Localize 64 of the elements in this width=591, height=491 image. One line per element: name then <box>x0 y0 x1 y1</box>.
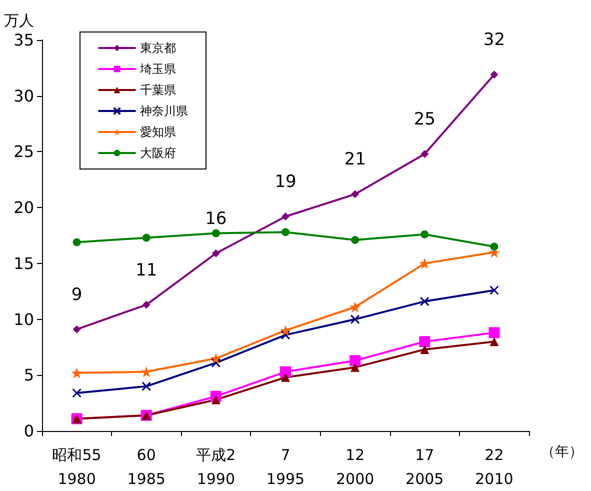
point <box>211 395 220 404</box>
point <box>280 366 291 378</box>
point <box>350 355 361 366</box>
point <box>72 325 81 334</box>
y-tick-label: 0 <box>24 422 34 440</box>
point <box>282 212 290 221</box>
data-label: 25 <box>414 109 436 130</box>
point <box>420 296 430 306</box>
data-label: 21 <box>344 150 366 170</box>
x-tick-label: 60 1985 <box>127 446 166 488</box>
y-tick-label: 10 <box>14 310 34 329</box>
x-tick-label: 17 2005 <box>406 446 444 488</box>
y-tick-label: 20 <box>14 198 34 218</box>
point <box>490 70 498 79</box>
point <box>281 372 290 382</box>
data-label: 16 <box>205 208 227 229</box>
point <box>419 336 430 348</box>
point <box>489 285 499 295</box>
point <box>212 229 220 238</box>
x-tick-label: 昭和55 1980 <box>52 446 102 488</box>
y-tick-label: 5 <box>24 366 34 385</box>
point <box>72 388 82 398</box>
legend-label: 千葉県 <box>140 83 176 97</box>
y-tick-label: 25 <box>14 142 34 162</box>
data-label: 19 <box>274 172 296 192</box>
point <box>210 352 222 364</box>
data-label: 9 <box>71 284 82 305</box>
y-tick-label: 35 <box>14 30 34 50</box>
point <box>350 314 360 324</box>
point <box>211 358 221 368</box>
point <box>142 382 152 392</box>
point <box>488 327 500 338</box>
legend-label: 東京都 <box>140 41 176 55</box>
point <box>72 238 81 246</box>
x-tick-label: 7 1995 <box>266 446 305 488</box>
point <box>142 300 150 309</box>
point <box>490 242 498 251</box>
point <box>350 362 360 372</box>
point <box>420 344 430 354</box>
point <box>351 190 360 198</box>
y-tick-label: 30 <box>14 86 34 106</box>
legend-label: 大阪府 <box>140 146 176 160</box>
point <box>282 228 290 236</box>
y-tick-label: 15 <box>14 254 34 273</box>
x-axis-title: （年） <box>541 444 583 460</box>
x-tick-label: 12 2000 <box>336 446 374 488</box>
data-label: 32 <box>483 30 506 50</box>
point <box>280 324 291 336</box>
legend-label: 愛知県 <box>140 125 176 139</box>
point <box>212 249 220 258</box>
point <box>351 236 360 244</box>
data-label: 11 <box>136 260 158 280</box>
point <box>280 330 290 340</box>
point <box>71 367 82 378</box>
y-axis-title: 万人 <box>4 12 34 30</box>
legend-label: 神奈川県 <box>140 104 188 118</box>
point <box>420 230 429 238</box>
x-tick-label: 平成2 1990 <box>196 446 236 488</box>
point <box>142 234 150 242</box>
point <box>490 337 499 346</box>
x-tick-label: 22 2010 <box>475 446 514 488</box>
point <box>350 301 361 312</box>
legend-label: 埼玉県 <box>139 62 176 76</box>
point <box>420 150 429 158</box>
